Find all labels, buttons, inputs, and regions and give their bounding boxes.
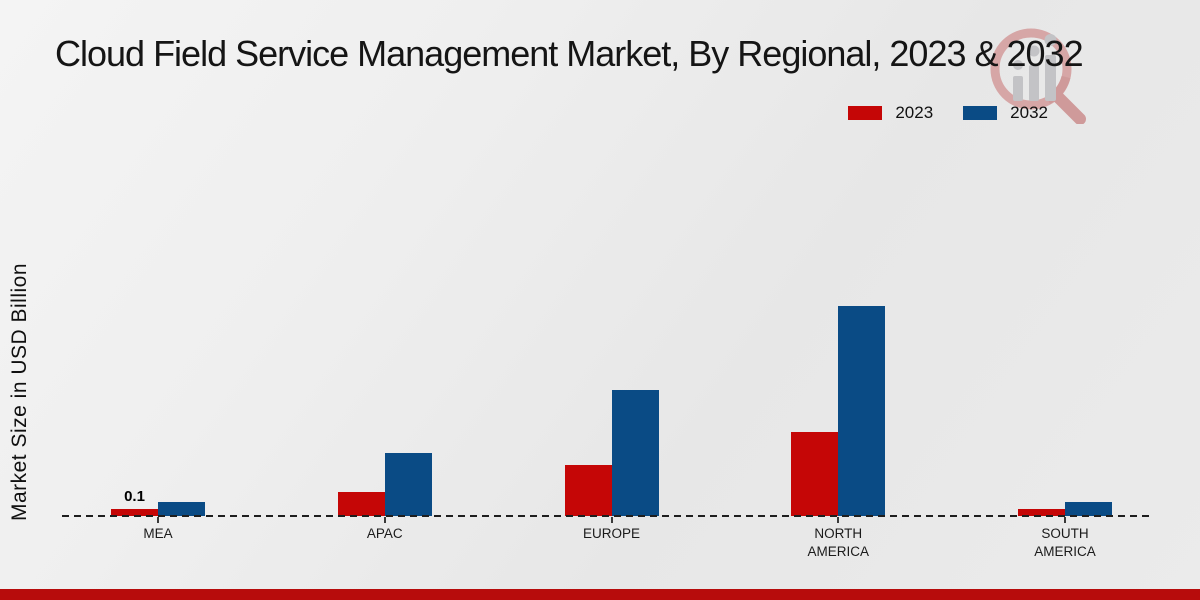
x-axis-tick-europe	[610, 517, 613, 523]
bar-2032-mea	[158, 502, 205, 516]
legend: 2023 2032	[848, 103, 1048, 123]
bar-value-label: 0.1	[124, 488, 145, 505]
bar-2023-north-america	[791, 432, 839, 516]
bar-2032-apac	[384, 453, 432, 516]
bar-2032-north-america	[838, 306, 886, 516]
magnifier-bar-chart-logo-icon	[990, 28, 1086, 124]
x-axis-line	[62, 515, 1154, 517]
x-axis-tick-apac	[383, 517, 386, 523]
chart-title: Cloud Field Service Management Market, B…	[55, 33, 1084, 74]
bar-2023-mea	[111, 509, 158, 516]
x-axis-tick-mea	[157, 517, 159, 523]
bar-2023-south-america	[1018, 509, 1065, 516]
legend-swatch-2023	[848, 106, 883, 120]
legend-label-2032: 2032	[1010, 103, 1048, 122]
y-axis-label: Market Size in USD Billion	[8, 262, 31, 522]
bar-2032-south-america	[1065, 502, 1112, 516]
x-axis-category-label-apac: APAC	[366, 526, 403, 541]
legend-item-2032: 2032	[963, 103, 1048, 123]
x-axis-category-label-mea: MEA	[143, 526, 173, 541]
legend-swatch-2032	[963, 106, 998, 120]
bar-2023-apac	[337, 491, 385, 516]
footer-bar	[0, 589, 1200, 600]
x-axis-tick-south-america	[1064, 517, 1066, 523]
x-axis-category-label-north-america: NORTH AMERICA	[807, 526, 869, 560]
x-axis-category-label-europe: EUROPE	[582, 526, 640, 541]
legend-item-2023: 2023	[848, 103, 933, 123]
bar-2023-europe	[564, 464, 612, 516]
x-axis-category-label-south-america: SOUTH AMERICA	[1034, 526, 1096, 560]
x-axis-tick-north-america	[837, 517, 840, 523]
legend-label-2023: 2023	[895, 103, 934, 122]
bar-2032-europe	[611, 390, 659, 516]
